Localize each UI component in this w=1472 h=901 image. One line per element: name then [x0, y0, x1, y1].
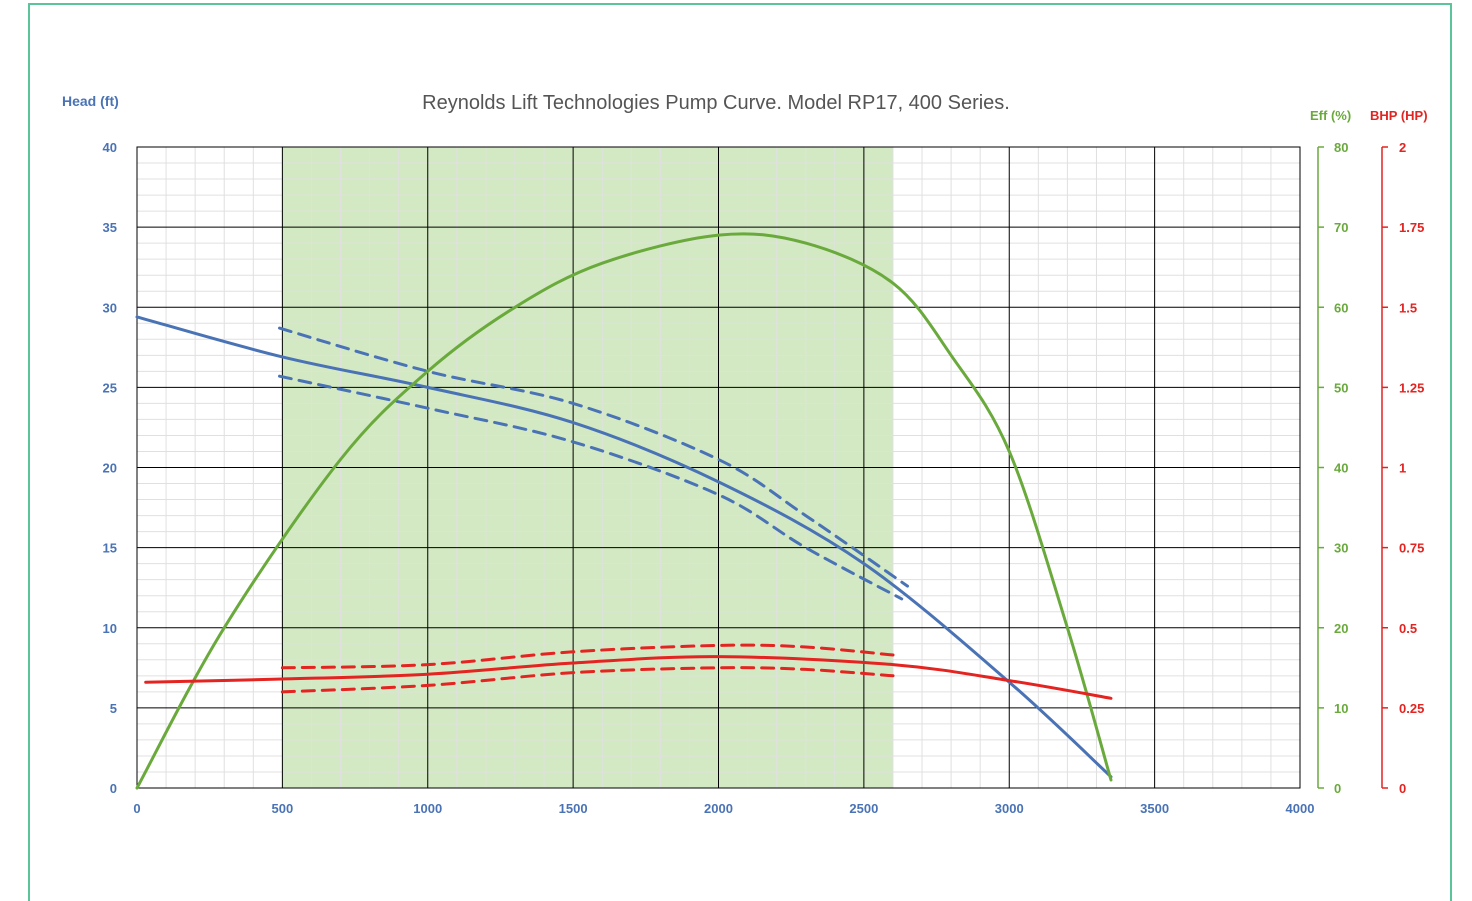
bhp-tick-label: 0.25 [1399, 701, 1424, 716]
bhp-axis-label: BHP (HP) [1370, 108, 1428, 123]
eff-tick-label: 20 [1334, 621, 1348, 636]
eff-tick-label: 10 [1334, 701, 1348, 716]
plot-area-outline [136, 146, 1301, 789]
head-axis-label: Head (ft) [62, 93, 119, 109]
bhp-tick-label: 1.75 [1399, 220, 1424, 235]
head-tick-label: 0 [110, 781, 117, 796]
bhp-tick-label: 0 [1399, 781, 1406, 796]
head-dashed-curve-1 [278, 326, 909, 588]
bhp-solid-curve-4 [144, 655, 1113, 700]
eff-tick-label: 70 [1334, 220, 1348, 235]
x-tick-label: 3000 [995, 801, 1024, 816]
x-tick-label: 3500 [1140, 801, 1169, 816]
bhp-tick-label: 1 [1399, 461, 1406, 476]
eff-tick-label: 0 [1334, 781, 1341, 796]
x-tick-label: 2000 [704, 801, 733, 816]
head-tick-label: 5 [110, 701, 117, 716]
eff-axis-label: Eff (%) [1310, 108, 1351, 123]
head-tick-label: 20 [103, 461, 117, 476]
head-tick-label: 35 [103, 220, 117, 235]
eff-tick-label: 80 [1334, 140, 1348, 155]
head-tick-label: 15 [103, 541, 117, 556]
head-tick-label: 40 [103, 140, 117, 155]
x-tick-label: 4000 [1286, 801, 1315, 816]
eff-tick-label: 30 [1334, 541, 1348, 556]
bhp-dashed-curve-6 [280, 666, 895, 694]
chart-title: Reynolds Lift Technologies Pump Curve. M… [422, 92, 1010, 114]
bhp-tick-label: 0.75 [1399, 541, 1424, 556]
head-tick-label: 25 [103, 380, 117, 395]
eff-tick-label: 60 [1334, 300, 1348, 315]
x-tick-label: 1000 [413, 801, 442, 816]
head-tick-label: 10 [103, 621, 117, 636]
series-layer [135, 232, 1113, 790]
bhp-tick-label: 1.5 [1399, 300, 1417, 315]
bhp-tick-label: 2 [1399, 140, 1406, 155]
x-tick-label: 2500 [849, 801, 878, 816]
bhp-dashed-curve-5 [280, 643, 895, 670]
eff-tick-label: 40 [1334, 461, 1348, 476]
x-tick-label: 0 [133, 801, 140, 816]
head-tick-label: 30 [103, 300, 117, 315]
eff-solid-curve-3 [135, 232, 1113, 790]
x-tick-label: 500 [272, 801, 294, 816]
bhp-tick-label: 0.5 [1399, 621, 1417, 636]
x-tick-label: 1500 [559, 801, 588, 816]
bhp-tick-label: 1.25 [1399, 380, 1424, 395]
head-solid-curve-0 [135, 315, 1113, 779]
eff-tick-label: 50 [1334, 380, 1348, 395]
head-dashed-curve-2 [278, 374, 904, 601]
